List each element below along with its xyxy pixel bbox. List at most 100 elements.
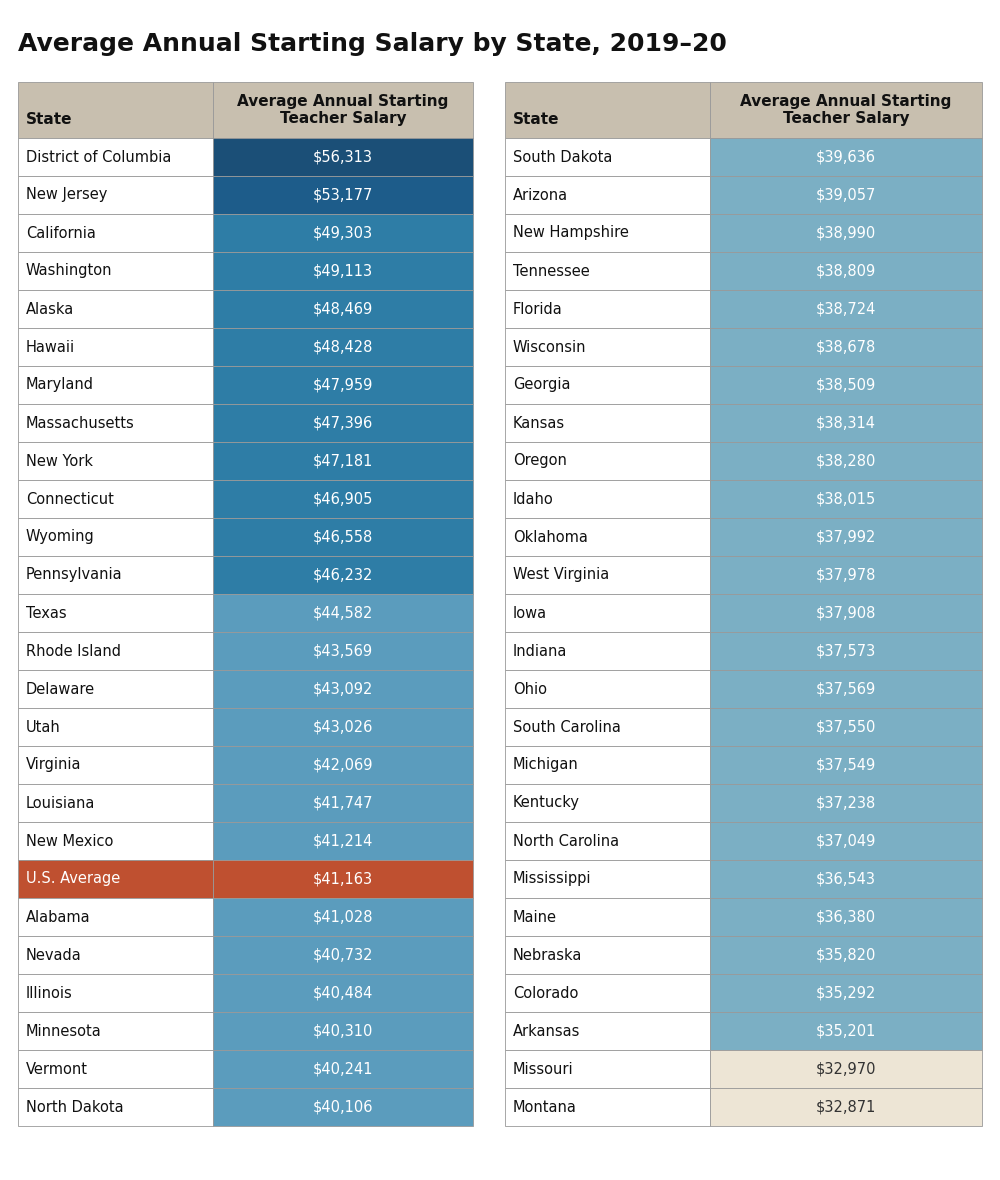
Bar <box>18 366 213 404</box>
Text: $44,582: $44,582 <box>313 605 373 621</box>
Bar <box>505 898 710 936</box>
Bar <box>505 253 710 290</box>
Text: $37,978: $37,978 <box>816 568 876 583</box>
Text: $47,396: $47,396 <box>313 415 373 431</box>
Text: $35,201: $35,201 <box>816 1023 876 1038</box>
Bar <box>505 1088 710 1126</box>
Text: North Carolina: North Carolina <box>513 833 619 848</box>
Bar <box>18 556 213 594</box>
Bar <box>213 936 473 973</box>
Bar <box>710 1088 982 1126</box>
Text: $35,820: $35,820 <box>816 948 876 963</box>
Bar <box>213 214 473 253</box>
Text: Average Annual Starting
Teacher Salary: Average Annual Starting Teacher Salary <box>740 93 952 126</box>
Bar <box>18 480 213 518</box>
Text: Washington: Washington <box>26 263 112 278</box>
Text: Montana: Montana <box>513 1100 577 1114</box>
Bar <box>213 480 473 518</box>
Bar <box>213 366 473 404</box>
Bar <box>18 138 213 176</box>
Text: $37,049: $37,049 <box>816 833 876 848</box>
Text: $36,380: $36,380 <box>816 910 876 924</box>
Text: $48,469: $48,469 <box>313 302 373 316</box>
Text: $38,280: $38,280 <box>816 453 876 468</box>
Bar <box>505 518 710 556</box>
Text: Indiana: Indiana <box>513 643 567 658</box>
Bar <box>710 518 982 556</box>
Text: $41,214: $41,214 <box>313 833 373 848</box>
Text: Texas: Texas <box>26 605 67 621</box>
Text: $32,871: $32,871 <box>816 1100 876 1114</box>
Bar <box>710 214 982 253</box>
Bar <box>18 936 213 973</box>
Text: Connecticut: Connecticut <box>26 492 114 506</box>
Bar <box>18 290 213 328</box>
Text: $38,509: $38,509 <box>816 378 876 393</box>
Text: Nebraska: Nebraska <box>513 948 582 963</box>
Bar <box>710 594 982 632</box>
Text: South Carolina: South Carolina <box>513 720 621 734</box>
Text: $43,092: $43,092 <box>313 682 373 696</box>
Bar <box>18 670 213 708</box>
Text: State: State <box>26 112 72 127</box>
Bar <box>18 898 213 936</box>
Bar <box>213 290 473 328</box>
Bar <box>710 176 982 214</box>
Bar <box>213 138 473 176</box>
Bar <box>710 974 982 1012</box>
Bar <box>505 81 710 138</box>
Text: Illinois: Illinois <box>26 985 73 1001</box>
Bar <box>505 1050 710 1088</box>
Text: Michigan: Michigan <box>513 758 579 773</box>
Bar <box>18 253 213 290</box>
Bar <box>213 594 473 632</box>
Bar <box>505 290 710 328</box>
Bar <box>213 518 473 556</box>
Text: $43,026: $43,026 <box>313 720 373 734</box>
Bar <box>710 366 982 404</box>
Bar <box>505 936 710 973</box>
Text: Arkansas: Arkansas <box>513 1023 580 1038</box>
Bar <box>710 708 982 746</box>
Bar <box>710 404 982 442</box>
Bar <box>213 708 473 746</box>
Text: $37,550: $37,550 <box>816 720 876 734</box>
Text: $47,959: $47,959 <box>313 378 373 393</box>
Text: $38,678: $38,678 <box>816 340 876 354</box>
Text: District of Columbia: District of Columbia <box>26 150 171 164</box>
Text: $40,241: $40,241 <box>313 1062 373 1076</box>
Text: $46,558: $46,558 <box>313 530 373 544</box>
Text: $40,310: $40,310 <box>313 1023 373 1038</box>
Text: Maine: Maine <box>513 910 557 924</box>
Bar <box>505 138 710 176</box>
Text: $35,292: $35,292 <box>816 985 876 1001</box>
Bar <box>505 480 710 518</box>
Bar <box>213 328 473 366</box>
Bar <box>505 1012 710 1050</box>
Text: West Virginia: West Virginia <box>513 568 609 583</box>
Text: $37,992: $37,992 <box>816 530 876 544</box>
Text: Delaware: Delaware <box>26 682 95 696</box>
Bar <box>505 404 710 442</box>
Bar <box>710 138 982 176</box>
Text: $42,069: $42,069 <box>313 758 373 773</box>
Bar <box>505 860 710 898</box>
Bar <box>505 328 710 366</box>
Bar <box>18 328 213 366</box>
Bar <box>710 556 982 594</box>
Text: Wisconsin: Wisconsin <box>513 340 586 354</box>
Bar <box>505 632 710 670</box>
Text: $40,106: $40,106 <box>313 1100 373 1114</box>
Text: $41,163: $41,163 <box>313 872 373 886</box>
Text: Average Annual Starting
Teacher Salary: Average Annual Starting Teacher Salary <box>237 93 449 126</box>
Text: $53,177: $53,177 <box>313 188 373 203</box>
Text: $46,905: $46,905 <box>313 492 373 506</box>
Bar <box>18 594 213 632</box>
Bar <box>710 822 982 860</box>
Bar <box>710 746 982 784</box>
Text: Ohio: Ohio <box>513 682 547 696</box>
Bar <box>18 1088 213 1126</box>
Bar <box>213 746 473 784</box>
Text: Arizona: Arizona <box>513 188 568 203</box>
Bar <box>505 670 710 708</box>
